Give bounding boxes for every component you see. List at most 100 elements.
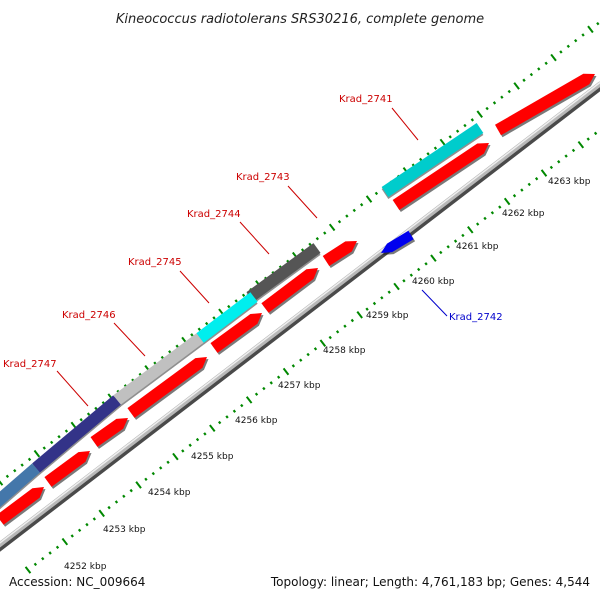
minor-tick-mark (79, 418, 83, 422)
scale-tick-label: 4259 kbp (366, 311, 409, 321)
major-tick-mark (172, 452, 179, 461)
minor-tick-mark (70, 534, 74, 538)
feature-bar (196, 292, 258, 343)
scale-tick-label: 4263 kbp (548, 177, 591, 187)
minor-tick-mark (114, 500, 119, 504)
minor-tick-mark (315, 236, 320, 241)
gene-label-layer: Krad_2741 Krad_2742 Krad_2743 Krad_2744 Krad… (3, 94, 503, 407)
minor-tick-mark (409, 273, 413, 277)
gene-callout-line (113, 322, 146, 357)
forward-gene-arrow (261, 268, 318, 313)
reverse-gene-arrow (381, 230, 414, 253)
scale-tick-label: 4258 kbp (323, 346, 366, 356)
gene-label: Krad_2743 (236, 172, 290, 183)
minor-tick-mark (77, 528, 82, 533)
minor-tick-mark (352, 208, 356, 213)
major-tick-mark (98, 509, 105, 518)
scale-tick-label: 4261 kbp (456, 242, 499, 252)
minor-tick-mark (159, 466, 163, 470)
major-tick-mark (24, 566, 32, 574)
minor-tick-mark (328, 335, 332, 340)
map-title: Kineococcus radiotolerans SRS30216, comp… (116, 12, 484, 27)
feature-bar-layer (0, 123, 484, 510)
minor-tick-mark (544, 61, 548, 65)
minor-tick-mark (359, 203, 364, 207)
major-tick-mark (587, 25, 594, 34)
minor-tick-mark (433, 146, 438, 150)
forward-gene-arrow (127, 357, 207, 418)
minor-tick-mark (380, 296, 384, 300)
minor-tick-mark (197, 327, 201, 331)
minor-tick-mark (529, 72, 534, 77)
feature-bar (246, 243, 321, 302)
minor-tick-mark (122, 494, 126, 498)
major-tick-mark (430, 254, 437, 262)
gene-callout-line (179, 270, 210, 304)
genome-summary: Topology: linear; Length: 4,761,183 bp; … (270, 575, 590, 589)
minor-tick-mark (276, 375, 281, 379)
minor-tick-mark (227, 304, 231, 309)
scale-tick-label: 4260 kbp (412, 277, 455, 287)
backbone-shadow (0, 83, 600, 552)
minor-tick-mark (463, 123, 467, 128)
minor-tick-mark (483, 216, 487, 221)
minor-tick-mark (33, 562, 38, 567)
minor-tick-mark (537, 67, 541, 71)
major-tick-mark (393, 282, 400, 291)
minor-tick-mark (446, 245, 450, 249)
minor-tick-mark (85, 522, 89, 527)
minor-tick-mark (492, 101, 497, 105)
major-tick-mark (550, 53, 557, 62)
major-tick-mark (209, 424, 216, 433)
minor-tick-mark (240, 403, 244, 408)
minor-tick-mark (86, 412, 91, 416)
minor-tick-mark (559, 50, 563, 54)
gene-label: Krad_2742 (449, 312, 503, 323)
minor-tick-mark (107, 505, 111, 510)
gene-callout-line (287, 185, 318, 219)
minor-tick-mark (92, 517, 97, 521)
minor-tick-mark (5, 474, 10, 479)
minor-tick-mark (234, 299, 238, 303)
minor-tick-mark (439, 250, 443, 255)
backbone-highlight (0, 81, 600, 544)
minor-tick-mark (129, 488, 133, 493)
minor-tick-mark (424, 262, 428, 266)
major-tick-mark (245, 396, 253, 404)
minor-tick-mark (166, 460, 170, 464)
outer-tick-track (0, 21, 600, 486)
minor-tick-mark (204, 321, 209, 326)
forward-gene-arrow (210, 313, 262, 353)
accession-label: Accession: NC_009664 (9, 575, 145, 589)
minor-tick-mark (335, 330, 340, 334)
forward-gene-arrow (90, 418, 128, 447)
major-tick-mark (577, 140, 585, 149)
minor-tick-mark (94, 406, 98, 411)
minor-tick-mark (586, 137, 590, 141)
feature-bar (381, 123, 484, 197)
scale-tick-label: 4262 kbp (502, 209, 545, 219)
major-tick-mark (328, 223, 336, 232)
minor-tick-mark (461, 233, 465, 238)
minor-tick-mark (13, 468, 17, 473)
forward-gene-arrow (322, 241, 357, 267)
minor-tick-mark (534, 177, 539, 181)
minor-tick-mark (254, 392, 259, 396)
minor-tick-mark (520, 188, 524, 192)
major-tick-mark (135, 481, 142, 489)
major-tick-mark (282, 367, 290, 376)
minor-tick-mark (419, 157, 423, 162)
minor-tick-mark (188, 443, 192, 447)
minor-tick-mark (181, 449, 185, 453)
feature-bar (32, 395, 121, 473)
minor-tick-mark (470, 118, 475, 122)
minor-tick-mark (350, 318, 355, 323)
minor-tick-mark (160, 355, 165, 360)
gene-callout-line (56, 370, 89, 407)
scale-tick-label: 4257 kbp (278, 381, 321, 391)
minor-tick-mark (55, 545, 60, 550)
minor-tick-mark (490, 211, 495, 215)
minor-tick-mark (448, 135, 452, 139)
minor-tick-mark (57, 435, 61, 439)
